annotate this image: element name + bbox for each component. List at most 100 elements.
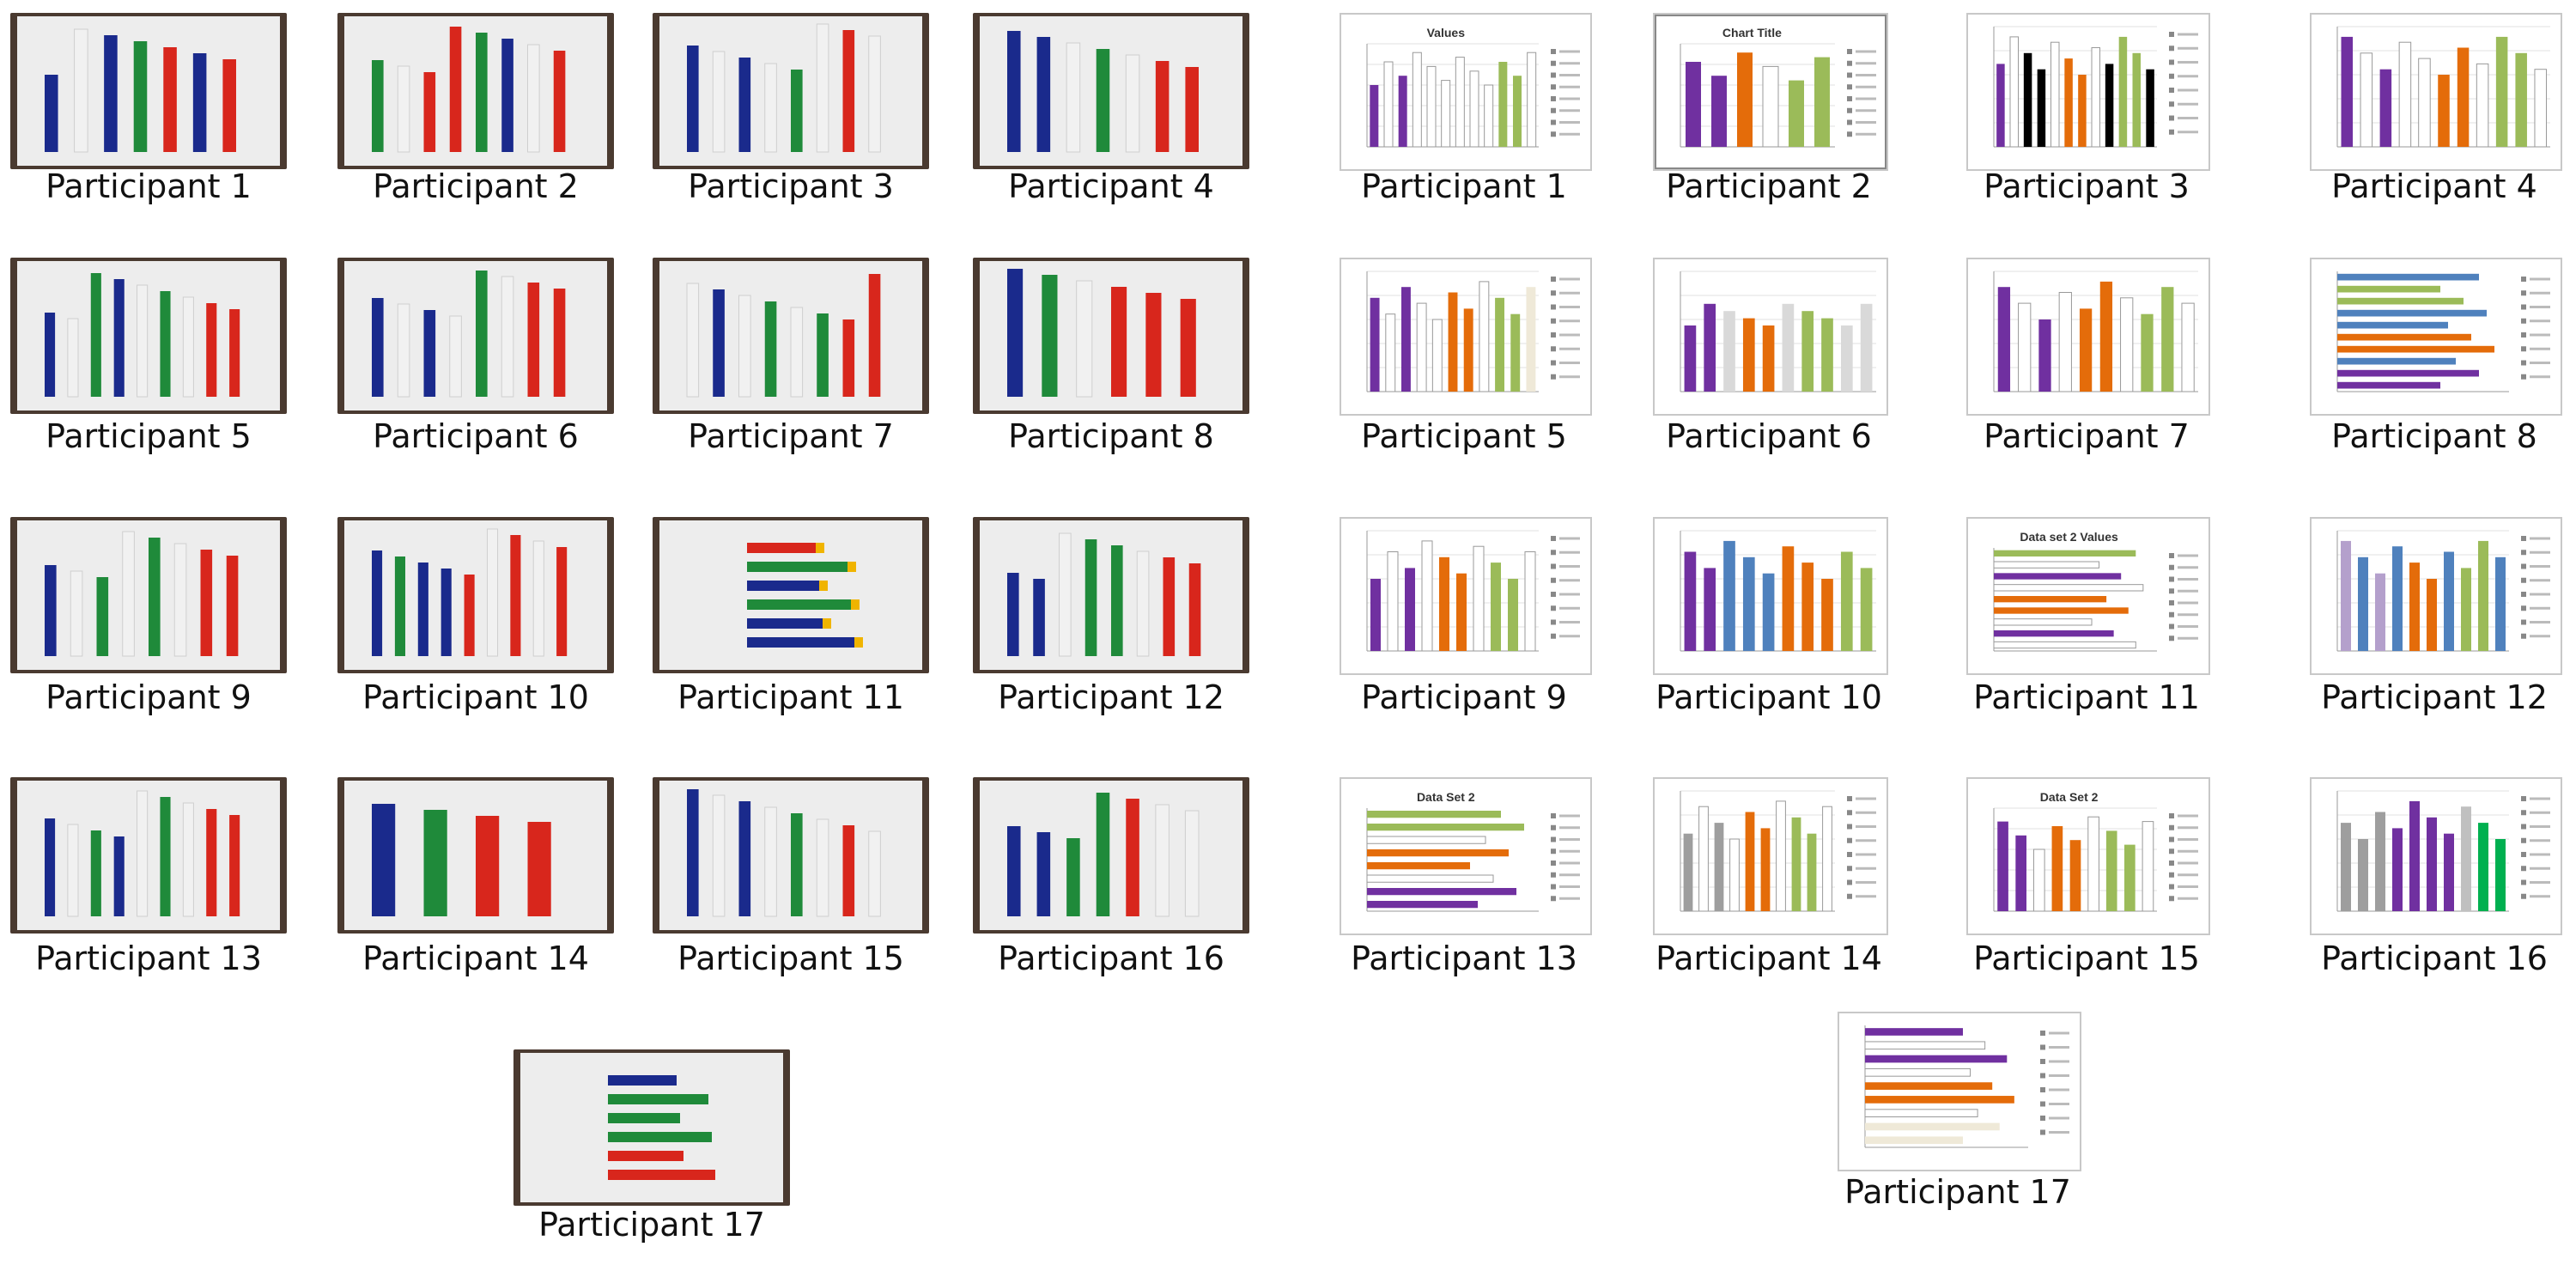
- bar-mark: [137, 790, 149, 917]
- participant-photo: [10, 777, 287, 934]
- bar-mark: [2418, 58, 2431, 148]
- paper-sheet: [17, 781, 280, 930]
- legend-swatch: [1551, 332, 1556, 338]
- legend-swatch: [1551, 550, 1556, 556]
- bar-mark: [1526, 287, 1536, 392]
- bar-mark: [1163, 557, 1176, 656]
- paper-sheet: [17, 261, 280, 411]
- legend-swatch: [2169, 848, 2174, 854]
- legend-swatch: [1551, 290, 1556, 296]
- participant-caption: Participant 7: [688, 417, 894, 455]
- bar-mark: [1994, 550, 2136, 556]
- bar-mark: [1865, 1028, 1963, 1036]
- bar-mark: [1495, 297, 1504, 392]
- bar-mark: [1993, 618, 2093, 626]
- bar-mark: [1714, 823, 1724, 911]
- legend-swatch: [2521, 824, 2526, 830]
- legend-swatch: [2521, 837, 2526, 843]
- legend-swatch: [1847, 810, 1852, 816]
- legend-swatch: [2521, 374, 2526, 380]
- bar-mark: [868, 274, 881, 397]
- bar-mark: [45, 313, 56, 397]
- legend-swatch: [2169, 813, 2174, 818]
- bar-mark: [476, 271, 488, 397]
- participant-caption: Participant 3: [688, 167, 894, 205]
- bar-mark: [1840, 551, 1853, 651]
- bar-mark: [1994, 607, 2129, 614]
- bar-mark: [1180, 299, 1196, 397]
- bar-mark: [1864, 1041, 1986, 1050]
- bar-mark: [113, 836, 125, 916]
- legend-swatch: [1551, 813, 1556, 818]
- legend-swatch: [1551, 896, 1556, 902]
- legend-swatch: [1551, 592, 1556, 597]
- bar-mark: [2476, 63, 2489, 148]
- bar-mark: [1036, 37, 1051, 152]
- bar-mark: [1145, 293, 1162, 397]
- bar-mark: [2337, 321, 2448, 329]
- bar-mark: [1762, 65, 1779, 148]
- bar-mark: [372, 550, 383, 656]
- bar-mark: [553, 51, 566, 152]
- participant-chart-screenshot: Data Set 2: [1340, 777, 1592, 935]
- bar-mark: [823, 618, 831, 629]
- bar-mark: [868, 830, 881, 917]
- bar-mark: [2341, 823, 2351, 911]
- figure-canvas: [973, 517, 1249, 673]
- bar-mark: [1498, 62, 1508, 147]
- bar-mark: [133, 41, 148, 152]
- participant-caption: Participant 16: [2321, 940, 2548, 977]
- bar-mark: [1737, 52, 1753, 148]
- participant-caption: Participant 5: [46, 417, 252, 455]
- bar-mark: [1426, 65, 1437, 148]
- legend-swatch: [2169, 115, 2174, 121]
- bar-mark: [2358, 556, 2368, 651]
- participant-caption: Participant 9: [1361, 678, 1567, 716]
- legend-swatch: [2169, 824, 2174, 830]
- bar-mark: [45, 75, 58, 152]
- bar-mark: [2337, 381, 2440, 389]
- participant-caption: Participant 1: [46, 167, 252, 205]
- bar-mark: [476, 33, 488, 152]
- bar-mark: [122, 531, 135, 657]
- legend-swatch: [1847, 72, 1852, 78]
- participant-caption: Participant 1: [1361, 167, 1567, 205]
- bar-mark: [1821, 579, 1833, 651]
- bar-mark: [2495, 556, 2506, 651]
- bar-mark: [2120, 297, 2134, 392]
- participant-chart-screenshot: [1340, 517, 1592, 675]
- legend-swatch: [1551, 536, 1556, 541]
- bar-mark: [1782, 546, 1795, 651]
- bar-mark: [1704, 303, 1716, 392]
- bar-mark: [501, 39, 513, 152]
- participant-photo: [337, 13, 614, 169]
- participant-photo: [973, 517, 1249, 673]
- bar-mark: [851, 599, 860, 610]
- chart-title: Data Set 2: [2040, 790, 2099, 804]
- bar-mark: [1421, 540, 1433, 652]
- participant-chart-screenshot: [2310, 258, 2562, 416]
- legend-swatch: [1847, 879, 1852, 885]
- bar-mark: [1865, 1082, 1993, 1090]
- participant-caption: Participant 8: [2331, 417, 2537, 455]
- legend-swatch: [1551, 96, 1556, 101]
- bar-mark: [1776, 800, 1786, 912]
- bar-mark: [1782, 303, 1795, 392]
- participant-chart-screenshot: Data Set 2: [1966, 777, 2210, 935]
- bar-mark: [2409, 563, 2420, 651]
- bar-mark: [2444, 833, 2454, 911]
- bar-mark: [1997, 287, 2011, 392]
- bar-mark: [2087, 816, 2099, 912]
- bar-mark: [1994, 630, 2114, 637]
- bar-mark: [2124, 844, 2136, 911]
- bar-mark: [200, 550, 213, 656]
- bar-mark: [1822, 806, 1832, 912]
- bar-mark: [1993, 584, 2144, 592]
- figure-canvas: [337, 517, 614, 673]
- bar-mark: [1791, 817, 1801, 911]
- bar-mark: [1439, 556, 1449, 651]
- bar-mark: [1366, 836, 1486, 844]
- legend-swatch: [1551, 346, 1556, 352]
- participant-chart-screenshot: Chart Title: [1653, 13, 1888, 171]
- bar-mark: [372, 298, 384, 397]
